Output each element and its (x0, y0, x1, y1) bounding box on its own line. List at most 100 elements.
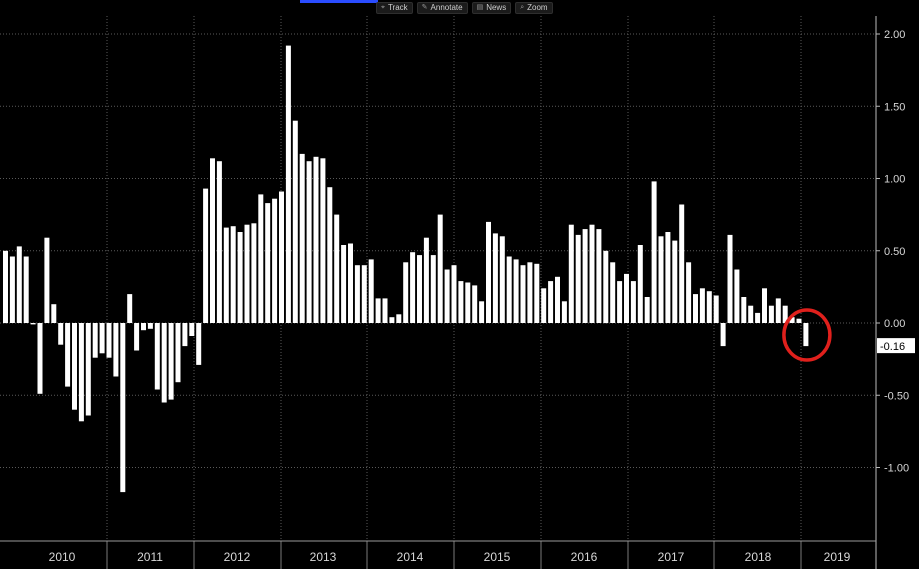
bar (396, 314, 402, 323)
bar (189, 323, 195, 336)
bar (382, 298, 388, 323)
bar (292, 120, 298, 323)
pencil-icon: ✎ (421, 4, 428, 11)
bar (361, 265, 367, 323)
bar (175, 323, 181, 383)
bar (444, 269, 450, 323)
toolbar-zoom-label: Zoom (527, 3, 548, 12)
bar (734, 269, 740, 323)
bar (803, 323, 809, 347)
bar (589, 224, 595, 323)
last-value-label-box (877, 338, 915, 354)
bar (755, 312, 761, 323)
bar (596, 229, 602, 323)
bar (251, 223, 257, 323)
bar (582, 229, 588, 323)
bar (789, 317, 795, 323)
bar (272, 198, 278, 323)
bar (651, 181, 657, 323)
bar (410, 252, 416, 323)
bar (147, 323, 153, 329)
toolbar-track-button[interactable]: ⌖ Track (376, 2, 413, 14)
bar (265, 203, 271, 323)
y-axis-tick-label: 2.00 (884, 29, 905, 41)
x-axis-year-label: 2017 (658, 550, 685, 564)
bar (341, 245, 347, 323)
bar (541, 288, 547, 323)
bar (348, 243, 353, 323)
toolbar-annotate-button[interactable]: ✎ Annotate (416, 2, 468, 14)
y-axis-tick-label: 1.00 (884, 174, 905, 186)
bar (665, 232, 671, 323)
bar (23, 256, 29, 323)
bar (699, 288, 705, 323)
x-axis-year-label: 2014 (397, 550, 424, 564)
bar (244, 224, 250, 323)
zoom-icon: ⌕ (520, 4, 525, 11)
bar (624, 273, 629, 323)
bar (796, 318, 802, 323)
bar (106, 323, 112, 358)
last-value-label: -0.16 (880, 341, 905, 353)
y-axis-tick-label: 0.00 (884, 318, 905, 330)
bar (237, 232, 243, 323)
bar (610, 262, 616, 323)
bar (375, 298, 381, 323)
bar (306, 161, 312, 323)
bar (513, 259, 519, 323)
bar (85, 323, 91, 416)
bar (279, 191, 284, 323)
bar (568, 224, 574, 323)
bar (134, 323, 140, 351)
bar (486, 221, 491, 323)
bar (182, 323, 188, 347)
crosshair-icon: ⌖ (381, 4, 385, 11)
toolbar-annotate-label: Annotate (430, 3, 463, 12)
bar (113, 323, 119, 377)
toolbar-zoom-button[interactable]: ⌕ Zoom (515, 2, 553, 14)
y-axis-tick-label: -0.50 (884, 390, 909, 402)
bar (465, 282, 471, 323)
bar (603, 250, 609, 324)
bar (78, 323, 84, 422)
bar (506, 256, 512, 323)
bar (320, 158, 326, 323)
bar (561, 301, 567, 323)
bar (230, 226, 236, 323)
bar (313, 156, 319, 323)
bar (693, 294, 698, 323)
x-axis-year-label: 2012 (224, 550, 251, 564)
bar (617, 281, 623, 323)
bar (423, 237, 429, 323)
bar (65, 323, 71, 387)
bar (713, 295, 719, 323)
bar (748, 305, 754, 323)
bar (72, 323, 77, 410)
bar (630, 281, 636, 323)
bar (285, 45, 291, 323)
bar (223, 227, 229, 323)
bar (548, 281, 554, 323)
bar (458, 281, 464, 323)
bar (299, 153, 305, 323)
bar (768, 305, 774, 323)
bar (417, 255, 422, 323)
y-axis-tick-label: 0.50 (884, 246, 905, 258)
bar (51, 304, 57, 323)
x-axis-year-label: 2015 (484, 550, 511, 564)
bar (741, 297, 747, 323)
x-axis-year-label: 2010 (49, 550, 76, 564)
highlight-circle (782, 308, 832, 362)
bar (389, 317, 395, 323)
bar (658, 236, 664, 323)
bar (127, 294, 133, 323)
bar (44, 237, 50, 323)
bar (120, 323, 126, 493)
news-icon: ▤ (476, 4, 484, 11)
bar (92, 323, 98, 358)
bar (99, 323, 105, 354)
toolbar-news-button[interactable]: ▤ News (471, 2, 512, 14)
bar (16, 246, 22, 323)
bar (161, 323, 167, 403)
